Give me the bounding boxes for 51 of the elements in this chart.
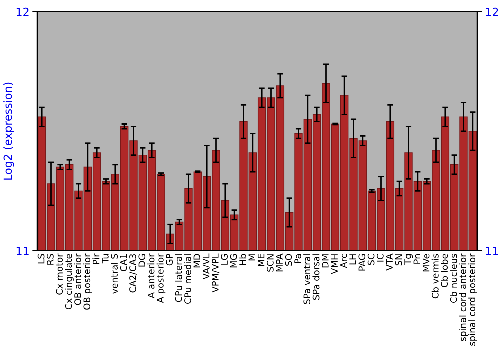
x-tick-label: Pa <box>294 254 302 264</box>
x-tick-label: SN <box>395 254 402 266</box>
x-tick-label: Tu <box>102 254 109 264</box>
y2-tick-label: 12 <box>486 8 498 16</box>
x-tick-label: CPu medial <box>184 254 192 304</box>
x-tick-label: VPM/VPL <box>212 254 220 293</box>
x-tick-label: SCN <box>267 254 274 272</box>
x-tick-label: Arc <box>340 254 348 268</box>
x-tick-label: MG <box>230 254 238 268</box>
x-tick-label: spinal cord anterior <box>459 254 468 342</box>
x-tick-label: ME <box>258 254 265 266</box>
x-tick-label: RS <box>47 254 54 265</box>
x-tick-label: Cx cingulate <box>65 254 74 310</box>
x-tick-label: DG <box>138 254 146 267</box>
x-tick-label: DM <box>322 254 329 268</box>
x-tick-label: Pir <box>92 254 100 264</box>
x-tick-label: CPu lateral <box>175 254 182 302</box>
x-tick-label: spinal cord posterior <box>468 254 478 346</box>
x-tick-label: GP <box>166 254 174 266</box>
x-tick-label: SPa ventral <box>304 254 311 304</box>
x-tick-label: Hb <box>239 254 246 266</box>
x-tick-label: OB anterior <box>74 254 82 306</box>
x-tick-label: MD <box>194 254 200 268</box>
x-tick-label: CA1 <box>120 254 128 272</box>
x-tick-label: SC <box>368 254 375 266</box>
x-tick-label: MVe <box>422 254 430 272</box>
x-tick-label: Cb lobe <box>441 254 448 288</box>
x-tick-label: Cx motor <box>56 254 64 295</box>
x-tick-label: Pn <box>414 254 420 264</box>
x-tick-label: LG <box>221 254 228 265</box>
x-tick-label: ventral S <box>111 254 118 294</box>
x-tick-label: LS <box>38 254 45 264</box>
y2-tick-label: 11 <box>486 247 498 256</box>
x-tick-label: LH <box>350 254 356 265</box>
x-tick-label: VTA <box>386 254 393 271</box>
x-tick-label: SO <box>285 254 292 266</box>
y-axis-title: Log2 (expression) <box>4 82 14 180</box>
x-tick-label: MPA <box>276 254 283 272</box>
x-tick-label: CA2/CA3 <box>130 254 138 293</box>
x-tick-label: Cb nucleus <box>450 254 458 304</box>
x-tick-label: VA/VL <box>202 254 210 280</box>
x-tick-label: SPa dorsal <box>312 254 320 300</box>
x-tick-label: OB posterior <box>84 254 92 310</box>
x-tick-label: Tg <box>404 254 414 265</box>
x-tick-label: IC <box>377 254 384 262</box>
x-tick-label: A posterior <box>156 254 166 304</box>
x-tick-label: Cb vermis <box>432 254 439 299</box>
x-tick-label: A anterior <box>148 254 155 299</box>
x-tick-label: M <box>248 254 256 261</box>
x-tick-label: PAG <box>358 254 366 271</box>
x-tick-label: VMH <box>331 254 338 274</box>
